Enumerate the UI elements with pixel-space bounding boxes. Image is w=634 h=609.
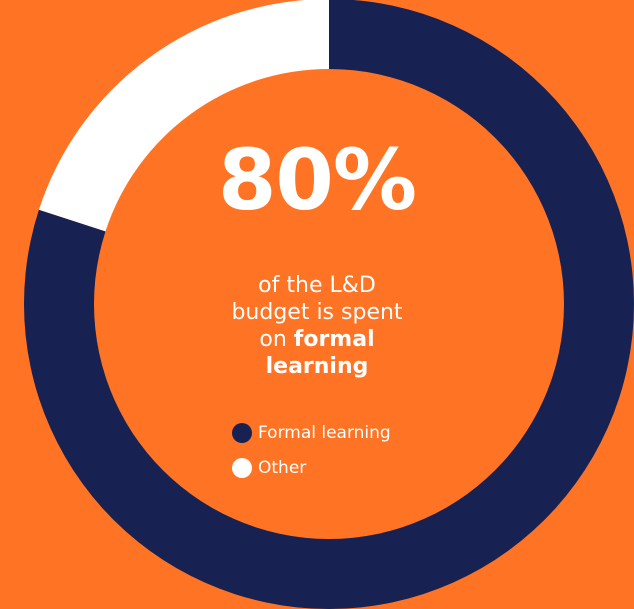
caption-line-3: on formal <box>0 326 634 353</box>
legend-swatch-formal <box>232 422 252 443</box>
caption-line-2: budget is spent <box>231 300 403 326</box>
caption-line-4: learning <box>0 353 634 380</box>
caption-bold-formal: formal <box>293 327 375 353</box>
legend-item-other: Other <box>232 455 391 480</box>
legend-item-formal: Formal learning <box>232 420 391 445</box>
chart-legend: Formal learning Other <box>232 420 391 490</box>
legend-label-formal: Formal learning <box>258 422 391 443</box>
legend-label-other: Other <box>258 457 307 478</box>
headline-percent: 80% <box>217 131 417 229</box>
headline-caption: of the L&D budget is spent on formal lea… <box>0 272 634 380</box>
legend-swatch-other <box>232 457 252 478</box>
donut-slice-other <box>38 0 329 232</box>
caption-bold-learning: learning <box>265 354 369 380</box>
caption-line-1: of the L&D <box>258 273 376 298</box>
caption-on: on <box>259 327 287 353</box>
